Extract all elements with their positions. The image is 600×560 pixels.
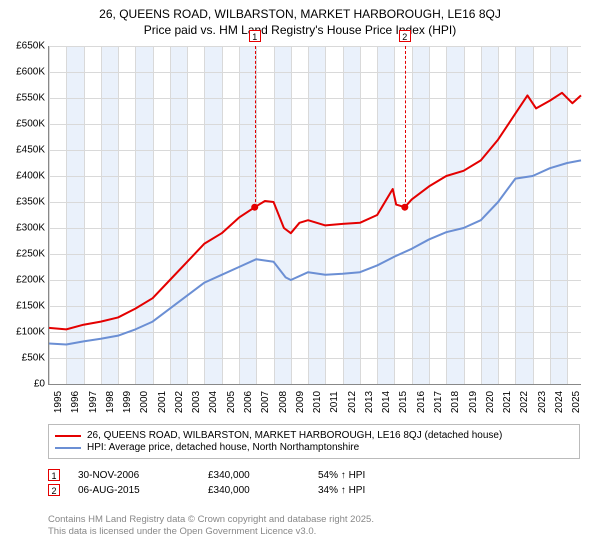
- legend-swatch: [55, 447, 81, 449]
- x-tick-label: 2013: [360, 391, 375, 413]
- x-tick-label: 2000: [135, 391, 150, 413]
- x-tick-label: 2006: [239, 391, 254, 413]
- sale-date: 30-NOV-2006: [78, 470, 208, 481]
- x-tick-label: 1999: [118, 391, 133, 413]
- y-tick-label: £650K: [16, 41, 49, 52]
- y-tick-label: £300K: [16, 223, 49, 234]
- y-tick-label: £400K: [16, 171, 49, 182]
- x-tick-label: 2005: [222, 391, 237, 413]
- sale-row: 2 06-AUG-2015£340,00034% ↑ HPI: [48, 484, 580, 496]
- series-hpi: [49, 160, 581, 344]
- x-tick-label: 2022: [515, 391, 530, 413]
- x-tick-label: 2012: [343, 391, 358, 413]
- legend-item: 26, QUEENS ROAD, WILBARSTON, MARKET HARB…: [55, 430, 573, 441]
- sale-marker-line: [255, 46, 256, 207]
- x-tick-label: 1998: [101, 391, 116, 413]
- x-tick-label: 1997: [84, 391, 99, 413]
- x-tick-label: 2008: [274, 391, 289, 413]
- attribution-line2: This data is licensed under the Open Gov…: [48, 526, 580, 538]
- sale-row-marker: 2: [48, 484, 60, 496]
- title-line1: 26, QUEENS ROAD, WILBARSTON, MARKET HARB…: [0, 6, 600, 22]
- sale-delta: 54% ↑ HPI: [318, 470, 365, 481]
- x-tick-label: 1995: [49, 391, 64, 413]
- x-tick-label: 2021: [498, 391, 513, 413]
- x-tick-label: 2023: [533, 391, 548, 413]
- sale-marker-box: 1: [249, 30, 261, 42]
- sale-marker-box: 2: [399, 30, 411, 42]
- sales-table: 1 30-NOV-2006£340,00054% ↑ HPI 2 06-AUG-201…: [48, 466, 580, 499]
- x-tick-label: 2007: [256, 391, 271, 413]
- y-tick-label: £250K: [16, 249, 49, 260]
- attribution-line1: Contains HM Land Registry data © Crown c…: [48, 514, 580, 526]
- x-tick-label: 1996: [66, 391, 81, 413]
- sale-date: 06-AUG-2015: [78, 485, 208, 496]
- plot-area: £0£50K£100K£150K£200K£250K£300K£350K£400…: [48, 46, 581, 385]
- x-tick-label: 2004: [204, 391, 219, 413]
- x-tick-label: 2002: [170, 391, 185, 413]
- legend-swatch: [55, 435, 81, 437]
- attribution: Contains HM Land Registry data © Crown c…: [48, 514, 580, 539]
- legend: 26, QUEENS ROAD, WILBARSTON, MARKET HARB…: [48, 424, 580, 459]
- y-tick-label: £100K: [16, 327, 49, 338]
- legend-label: 26, QUEENS ROAD, WILBARSTON, MARKET HARB…: [87, 430, 502, 441]
- x-tick-label: 2010: [308, 391, 323, 413]
- x-tick-label: 2011: [325, 391, 340, 413]
- y-tick-label: £350K: [16, 197, 49, 208]
- y-tick-label: £500K: [16, 119, 49, 130]
- legend-label: HPI: Average price, detached house, Nort…: [87, 442, 359, 453]
- sale-price: £340,000: [208, 470, 318, 481]
- x-tick-label: 2003: [187, 391, 202, 413]
- y-tick-label: £50K: [22, 353, 49, 364]
- sale-price: £340,000: [208, 485, 318, 496]
- chart-container: 26, QUEENS ROAD, WILBARSTON, MARKET HARB…: [0, 0, 600, 560]
- line-layer: [49, 46, 581, 384]
- sale-row: 1 30-NOV-2006£340,00054% ↑ HPI: [48, 469, 580, 481]
- y-tick-label: £150K: [16, 301, 49, 312]
- x-tick-label: 2018: [446, 391, 461, 413]
- legend-item: HPI: Average price, detached house, Nort…: [55, 442, 573, 453]
- y-tick-label: £0: [34, 379, 49, 390]
- sale-marker-line: [405, 46, 406, 207]
- x-tick-label: 2017: [429, 391, 444, 413]
- y-tick-label: £600K: [16, 67, 49, 78]
- y-tick-label: £550K: [16, 93, 49, 104]
- title-line2: Price paid vs. HM Land Registry's House …: [0, 22, 600, 38]
- x-tick-label: 2025: [567, 391, 582, 413]
- y-tick-label: £200K: [16, 275, 49, 286]
- sale-row-marker: 1: [48, 469, 60, 481]
- x-tick-label: 2015: [394, 391, 409, 413]
- x-tick-label: 2014: [377, 391, 392, 413]
- sale-delta: 34% ↑ HPI: [318, 485, 365, 496]
- x-tick-label: 2024: [550, 391, 565, 413]
- x-tick-label: 2009: [291, 391, 306, 413]
- x-tick-label: 2016: [412, 391, 427, 413]
- y-tick-label: £450K: [16, 145, 49, 156]
- x-tick-label: 2020: [481, 391, 496, 413]
- series-property: [49, 93, 581, 330]
- x-tick-label: 2001: [153, 391, 168, 413]
- x-tick-label: 2019: [464, 391, 479, 413]
- chart-title: 26, QUEENS ROAD, WILBARSTON, MARKET HARB…: [0, 0, 600, 38]
